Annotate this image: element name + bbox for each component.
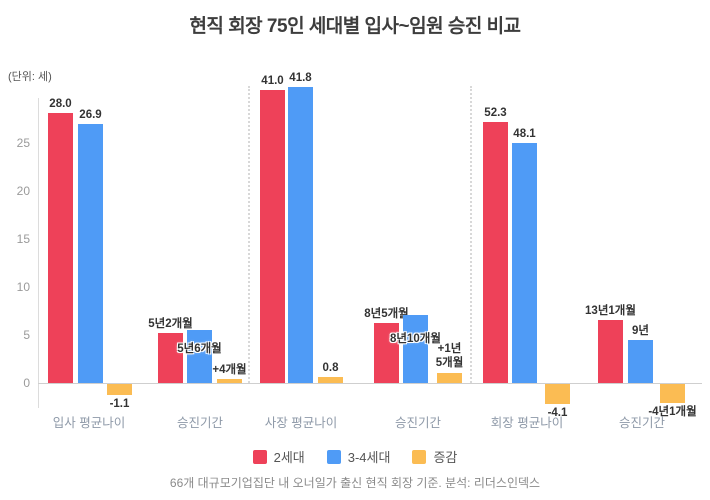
bar-gen2 [48,113,73,383]
bar-gen34 [403,315,428,383]
category-label: 입사 평균나이 [52,416,126,430]
y-tick-label: 25 [16,136,30,150]
bar-gen2 [374,323,399,383]
bar-gen2 [598,320,623,383]
bar-value-label: -1.1 [109,398,130,410]
bar-change [318,377,343,383]
bar-change [107,384,132,395]
category-label: 사장 평균나이 [264,416,338,430]
x-axis-line [38,383,702,384]
bar-value-label: 5년6개월 [177,343,222,355]
bar-gen34 [288,87,313,383]
bar-gen34 [628,340,653,383]
y-tick-label: 0 [23,376,30,390]
bar-value-label: 28.0 [49,98,72,110]
legend-label: 증감 [433,450,458,465]
bar-value-label: 52.3 [484,107,507,119]
bar-value-label: 41.0 [261,75,284,87]
bar-value-label: +1년 5개월 [435,343,464,370]
bar-change [660,384,685,403]
y-tick-label: 10 [16,280,30,294]
bar-value-label: 0.8 [322,362,339,374]
bar-value-label: 48.1 [513,128,536,140]
bar-value-label: 26.9 [79,109,102,121]
legend-item: 3-4세대 [326,447,391,466]
bar-value-label: 8년5개월 [364,308,409,320]
legend-swatch [412,449,427,464]
bar-gen2 [260,90,285,383]
bar-gen2 [158,333,183,383]
chart-title: 현직 회장 75인 세대별 입사~임원 승진 비교 [189,16,521,37]
unit-label: (단위: 세) [8,71,52,83]
category-label: 회장 평균나이 [490,416,564,430]
category-label: 승진기간 [176,416,223,430]
bar-value-label: 9년 [632,325,649,337]
bar-gen34 [78,124,103,383]
y-tick-label: 20 [16,184,30,198]
y-axis-line [38,98,39,408]
legend: 2세대 3-4세대 증감 [0,447,710,466]
group-separator [470,86,472,383]
legend-swatch [326,449,341,464]
bar-value-label: 8년10개월 [390,333,441,345]
legend-swatch [252,449,267,464]
y-tick-label: 15 [16,232,30,246]
category-label: 승진기간 [394,416,441,430]
legend-label: 3-4세대 [347,450,391,465]
legend-label: 2세대 [273,450,305,465]
category-label: 승진기간 [618,416,665,430]
bar-change [545,384,570,404]
bar-value-label: 41.8 [289,72,312,84]
group-separator [248,86,250,383]
legend-item: 증감 [412,447,457,466]
bar-value-label: 5년2개월 [148,318,193,330]
bar-gen34 [187,330,212,383]
legend-item: 2세대 [252,447,305,466]
bar-value-label: -4년1개월 [648,406,697,418]
bar-value-label: +4개월 [212,364,247,376]
bar-value-label: -4.1 [547,407,568,419]
bar-change [217,379,242,383]
bar-value-label: 13년1개월 [585,305,636,317]
bar-gen2 [483,122,508,383]
bar-gen34 [512,143,537,383]
bar-change [437,373,462,383]
footer-note: 66개 대규모기업집단 내 오너일가 출신 현직 회장 기준. 분석: 리더스인… [169,476,541,490]
y-tick-label: 5 [23,328,30,342]
